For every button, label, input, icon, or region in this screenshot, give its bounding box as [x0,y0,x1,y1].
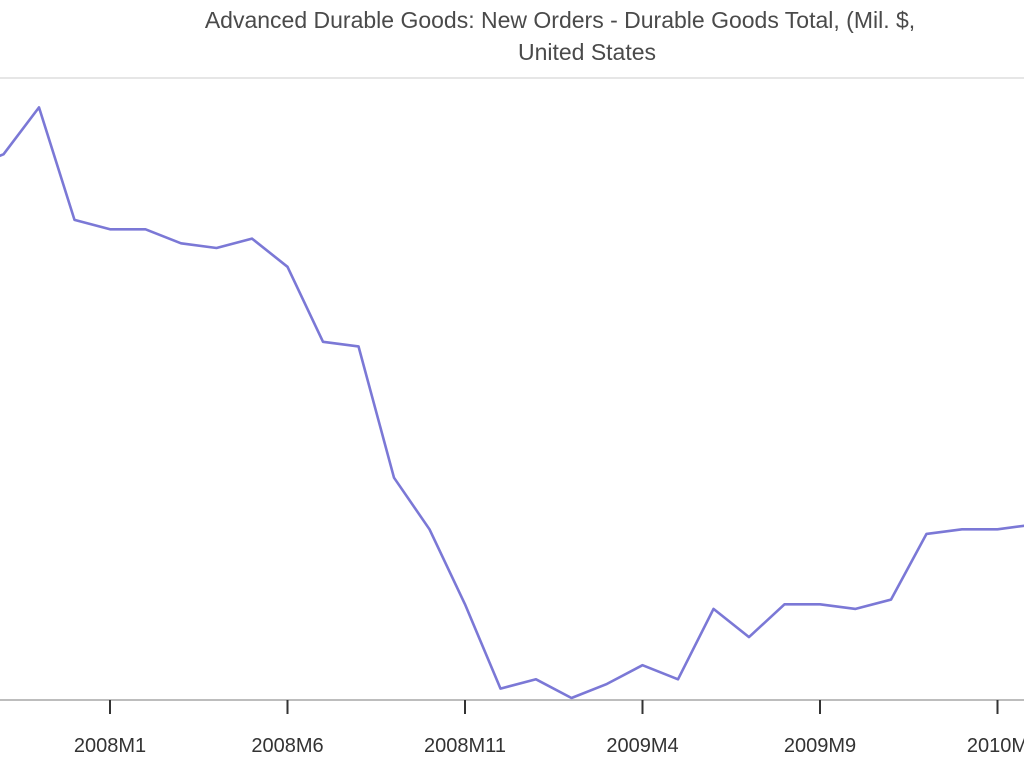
series-layer [0,106,1024,700]
x-tick-label: 2010M [967,735,1024,757]
x-tick-label: 2008M6 [251,735,323,757]
chart-title-line-2: United States [518,39,656,65]
x-axis-ticks [109,700,999,714]
x-tick-label: 2009M9 [784,735,856,757]
x-tick-label: 2008M1 [74,735,146,757]
chart-title: Advanced Durable Goods: New Orders - Dur… [205,7,915,65]
x-tick-label: 2008M11 [424,735,506,757]
x-tick-label: 2009M4 [606,735,678,757]
chart-title-line-1: Advanced Durable Goods: New Orders - Dur… [205,7,915,33]
x-axis-tick-labels: 2008M1 2008M6 2008M11 2009M4 2009M9 2010M [74,735,1024,757]
series-line [0,106,1024,700]
